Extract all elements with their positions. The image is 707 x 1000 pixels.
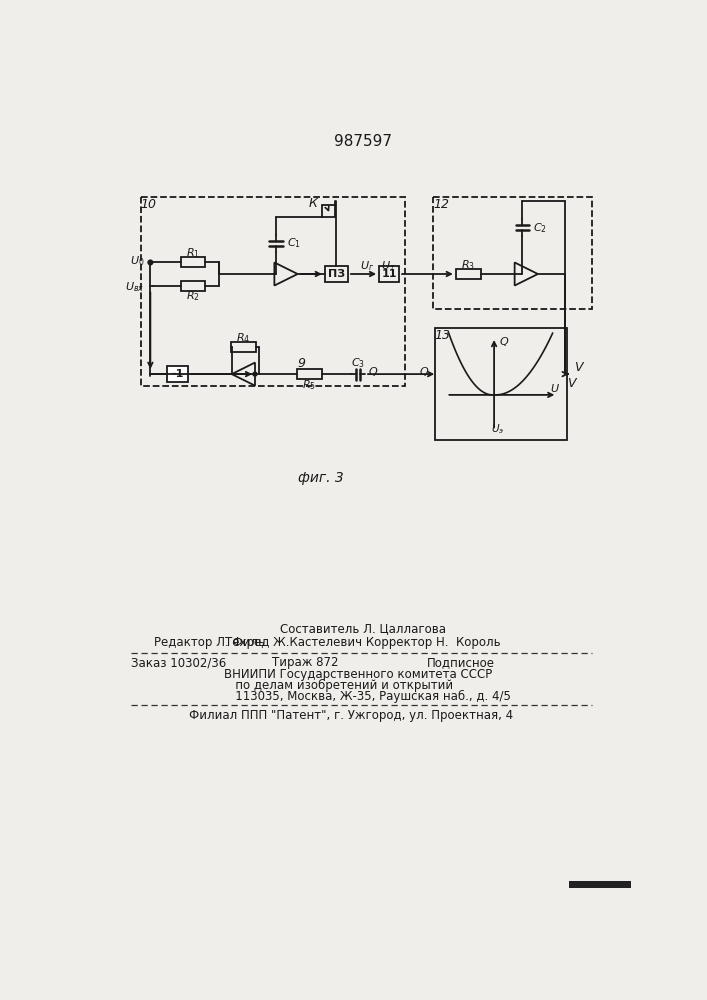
Text: $R_4$: $R_4$: [236, 331, 250, 345]
Text: $R_5$: $R_5$: [303, 378, 316, 392]
Text: 13: 13: [435, 329, 450, 342]
Bar: [141, 197, 404, 386]
Text: 113035, Москва, Ж-35, Раушская наб., д. 4/5: 113035, Москва, Ж-35, Раушская наб., д. …: [224, 689, 511, 703]
Text: V: V: [567, 377, 575, 390]
Text: Подписное: Подписное: [426, 656, 494, 669]
Text: $U_0$: $U_0$: [129, 254, 144, 268]
Text: 12: 12: [433, 198, 449, 211]
Text: Q: Q: [420, 367, 428, 377]
Text: 987597: 987597: [334, 134, 392, 149]
Bar: [433, 197, 592, 309]
Text: Техред Ж.Кастелевич Корректор Н.  Король: Техред Ж.Кастелевич Корректор Н. Король: [225, 636, 501, 649]
Text: U: U: [550, 384, 559, 394]
Text: $U_г$: $U_г$: [360, 259, 374, 273]
Bar: [322, 205, 335, 217]
Bar: [456, 269, 481, 279]
Text: $R_1$: $R_1$: [186, 246, 200, 260]
Text: 11: 11: [381, 269, 397, 279]
Bar: [569, 881, 631, 888]
Text: Редактор Л. Филь: Редактор Л. Филь: [154, 636, 265, 649]
Bar: [231, 342, 256, 352]
Bar: [435, 328, 566, 440]
Text: $C_2$: $C_2$: [533, 221, 547, 235]
Text: фиг. 3: фиг. 3: [298, 471, 344, 485]
Bar: [297, 369, 322, 379]
Circle shape: [148, 260, 153, 265]
Text: Q: Q: [369, 367, 378, 377]
Text: $R_2$: $R_2$: [186, 289, 200, 303]
Bar: [180, 281, 206, 291]
Text: Филиал ППП "Патент", г. Ужгород, ул. Проектная, 4: Филиал ППП "Патент", г. Ужгород, ул. Про…: [189, 709, 513, 722]
Text: $U_{вх}$: $U_{вх}$: [125, 280, 144, 294]
Text: $C_1$: $C_1$: [287, 236, 300, 250]
Text: 10: 10: [141, 198, 157, 211]
Circle shape: [253, 372, 257, 376]
Text: V: V: [574, 361, 583, 374]
Text: $U_т$: $U_т$: [380, 259, 395, 273]
Text: $U_э$: $U_э$: [491, 422, 505, 436]
Text: ПЗ: ПЗ: [328, 269, 345, 279]
Bar: [180, 257, 206, 267]
Text: Тираж 872: Тираж 872: [272, 656, 339, 669]
Text: Q: Q: [500, 337, 508, 347]
Bar: [167, 366, 188, 382]
Text: $R_3$: $R_3$: [461, 258, 475, 272]
Bar: [379, 266, 399, 282]
Text: К: К: [309, 197, 317, 210]
Text: по делам изобретений и открытий: по делам изобретений и открытий: [224, 679, 453, 692]
Bar: [325, 266, 348, 282]
Text: Заказ 10302/36: Заказ 10302/36: [131, 656, 226, 669]
Text: $C_3$: $C_3$: [351, 356, 365, 370]
Text: Составитель Л. Цаллагова: Составитель Л. Цаллагова: [280, 622, 445, 635]
Text: 9: 9: [298, 357, 305, 370]
Text: -1: -1: [171, 369, 184, 379]
Text: ВНИИПИ Государственного комитета СССР: ВНИИПИ Государственного комитета СССР: [224, 668, 492, 681]
